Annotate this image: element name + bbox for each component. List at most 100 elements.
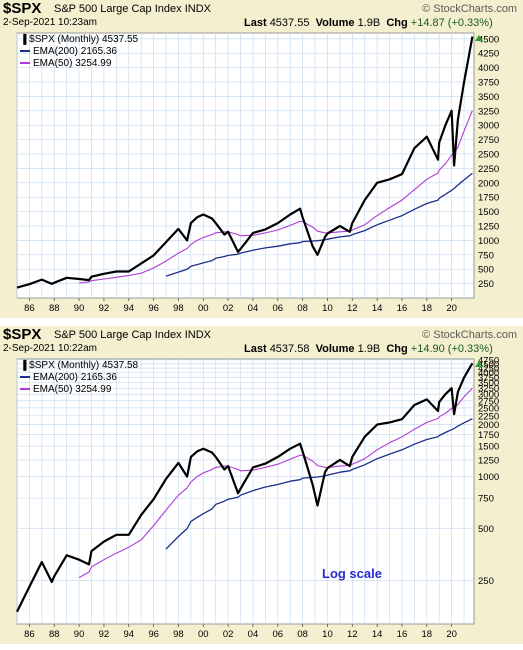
chart-svg-linear: 2505007501000125015001750200022502500275…: [16, 32, 499, 314]
y-tick-label: 3000: [478, 390, 499, 401]
legend-ema200: EMA(200) 2165.36: [20, 372, 138, 384]
y-tick-label: 1250: [478, 221, 499, 232]
y-tick-label: 1500: [478, 207, 499, 218]
x-tick-label: 04: [248, 629, 259, 640]
ema200-series-line: [165, 172, 473, 277]
ema50-series-line: [79, 110, 473, 284]
y-tick-label: 750: [478, 494, 494, 505]
x-tick-label: 12: [347, 303, 358, 314]
price-up-marker-icon: [475, 35, 483, 41]
legend-price: ▐ $SPX (Monthly) 4537.55: [20, 33, 138, 46]
x-tick-label: 08: [297, 629, 308, 640]
y-tick-label: 500: [478, 265, 494, 276]
x-tick-label: 02: [223, 303, 234, 314]
x-tick-label: 16: [397, 303, 408, 314]
y-tick-label: 1750: [478, 193, 499, 204]
volume-label: Volume: [315, 17, 355, 29]
chg-label: Chg: [386, 343, 408, 355]
last-label: Last: [244, 343, 267, 355]
y-tick-label: 1000: [478, 236, 499, 247]
y-tick-label: 4000: [478, 368, 499, 379]
volume-label: Volume: [315, 343, 355, 355]
exchange-label: INDX: [184, 329, 211, 341]
x-tick-label: 94: [123, 629, 134, 640]
chg-value: +14.87 (+0.33%): [410, 17, 493, 29]
x-tick-label: 10: [322, 629, 333, 640]
y-tick-label: 3500: [478, 92, 499, 103]
y-tick-label: 1500: [478, 442, 499, 453]
ema50-swatch: [20, 388, 30, 391]
x-tick-label: 90: [74, 303, 85, 314]
index-name-text: S&P 500 Large Cap Index: [54, 329, 182, 341]
y-tick-label: 500: [478, 524, 494, 535]
y-tick-label: 3250: [478, 106, 499, 117]
index-name: S&P 500 Large Cap Index INDX: [54, 329, 211, 341]
ema200-series-line: [165, 418, 473, 550]
y-tick-label: 4250: [478, 364, 499, 375]
x-tick-label: 00: [198, 629, 209, 640]
chart-legend: ▐ $SPX (Monthly) 4537.58 EMA(200) 2165.3…: [20, 359, 138, 396]
y-tick-label: 4750: [478, 355, 499, 366]
y-tick-label: 750: [478, 250, 494, 261]
y-tick-label: 2500: [478, 403, 499, 414]
price-legend-icon: ▐: [20, 360, 27, 370]
y-tick-label: 1250: [478, 455, 499, 466]
y-tick-label: 2500: [478, 149, 499, 160]
x-tick-label: 08: [297, 303, 308, 314]
ticker-symbol[interactable]: $SPX: [3, 0, 42, 17]
x-tick-label: 98: [173, 629, 184, 640]
y-tick-label: 3250: [478, 384, 499, 395]
legend-ema200: EMA(200) 2165.36: [20, 46, 138, 58]
plot-area: [16, 358, 475, 625]
legend-ema50-text: EMA(50) 3254.99: [33, 384, 112, 395]
x-tick-label: 00: [198, 303, 209, 314]
x-tick-label: 94: [123, 303, 134, 314]
x-tick-label: 14: [372, 629, 383, 640]
chart-header: $SPX S&P 500 Large Cap Index INDX © Stoc…: [0, 326, 523, 358]
chart-header: $SPX S&P 500 Large Cap Index INDX © Stoc…: [0, 0, 523, 32]
x-tick-label: 92: [99, 629, 110, 640]
legend-price-text: $SPX (Monthly) 4537.58: [29, 360, 139, 371]
brand-watermark[interactable]: © StockCharts.com: [422, 329, 517, 341]
ticker-symbol[interactable]: $SPX: [3, 326, 42, 343]
legend-ema50: EMA(50) 3254.99: [20, 58, 138, 70]
y-tick-label: 4250: [478, 49, 499, 60]
x-tick-label: 10: [322, 303, 333, 314]
quote-datetime: 2-Sep-2021 10:23am: [3, 17, 97, 28]
last-value: 4537.58: [269, 343, 310, 355]
y-tick-label: 3500: [478, 378, 499, 389]
x-tick-label: 90: [74, 629, 85, 640]
x-tick-label: 12: [347, 629, 358, 640]
y-tick-label: 2000: [478, 420, 499, 431]
quote-summary: Last 4537.55 Volume 1.9B Chg +14.87 (+0.…: [244, 17, 493, 29]
chart-panel-linear: 250 500 750 1000 1250 1500 1750 2000 2250 2500 275…: [0, 0, 523, 318]
legend-ema50-text: EMA(50) 3254.99: [33, 58, 112, 69]
last-label: Last: [244, 17, 267, 29]
y-tick-label: 2250: [478, 411, 499, 422]
x-tick-label: 86: [24, 303, 35, 314]
legend-ema200-text: EMA(200) 2165.36: [33, 46, 117, 57]
y-tick-label: 3750: [478, 373, 499, 384]
price-series-line: [16, 36, 474, 289]
x-tick-label: 16: [397, 629, 408, 640]
x-tick-label: 14: [372, 303, 383, 314]
chart-legend: ▐ $SPX (Monthly) 4537.55 EMA(200) 2165.3…: [20, 33, 138, 70]
x-tick-label: 96: [148, 303, 159, 314]
x-tick-label: 88: [49, 303, 60, 314]
ema50-swatch: [20, 62, 30, 65]
legend-ema50: EMA(50) 3254.99: [20, 384, 138, 396]
y-tick-label: 4000: [478, 63, 499, 74]
x-tick-label: 92: [99, 303, 110, 314]
x-tick-label: 98: [173, 303, 184, 314]
index-name: S&P 500 Large Cap Index INDX: [54, 3, 211, 15]
x-tick-label: 20: [446, 303, 457, 314]
x-tick-label: 20: [446, 629, 457, 640]
x-tick-label: 88: [49, 629, 60, 640]
y-tick-label: 250: [478, 279, 494, 290]
price-series-line: [16, 362, 474, 613]
brand-watermark[interactable]: © StockCharts.com: [422, 3, 517, 15]
legend-price-text: $SPX (Monthly) 4537.55: [29, 34, 139, 45]
price-up-marker-icon: [475, 361, 483, 367]
x-tick-label: 06: [272, 303, 283, 314]
chart-panel-log: 250 500 750 1000 1250 1500 1750 2000 2250 2500 275…: [0, 326, 523, 644]
